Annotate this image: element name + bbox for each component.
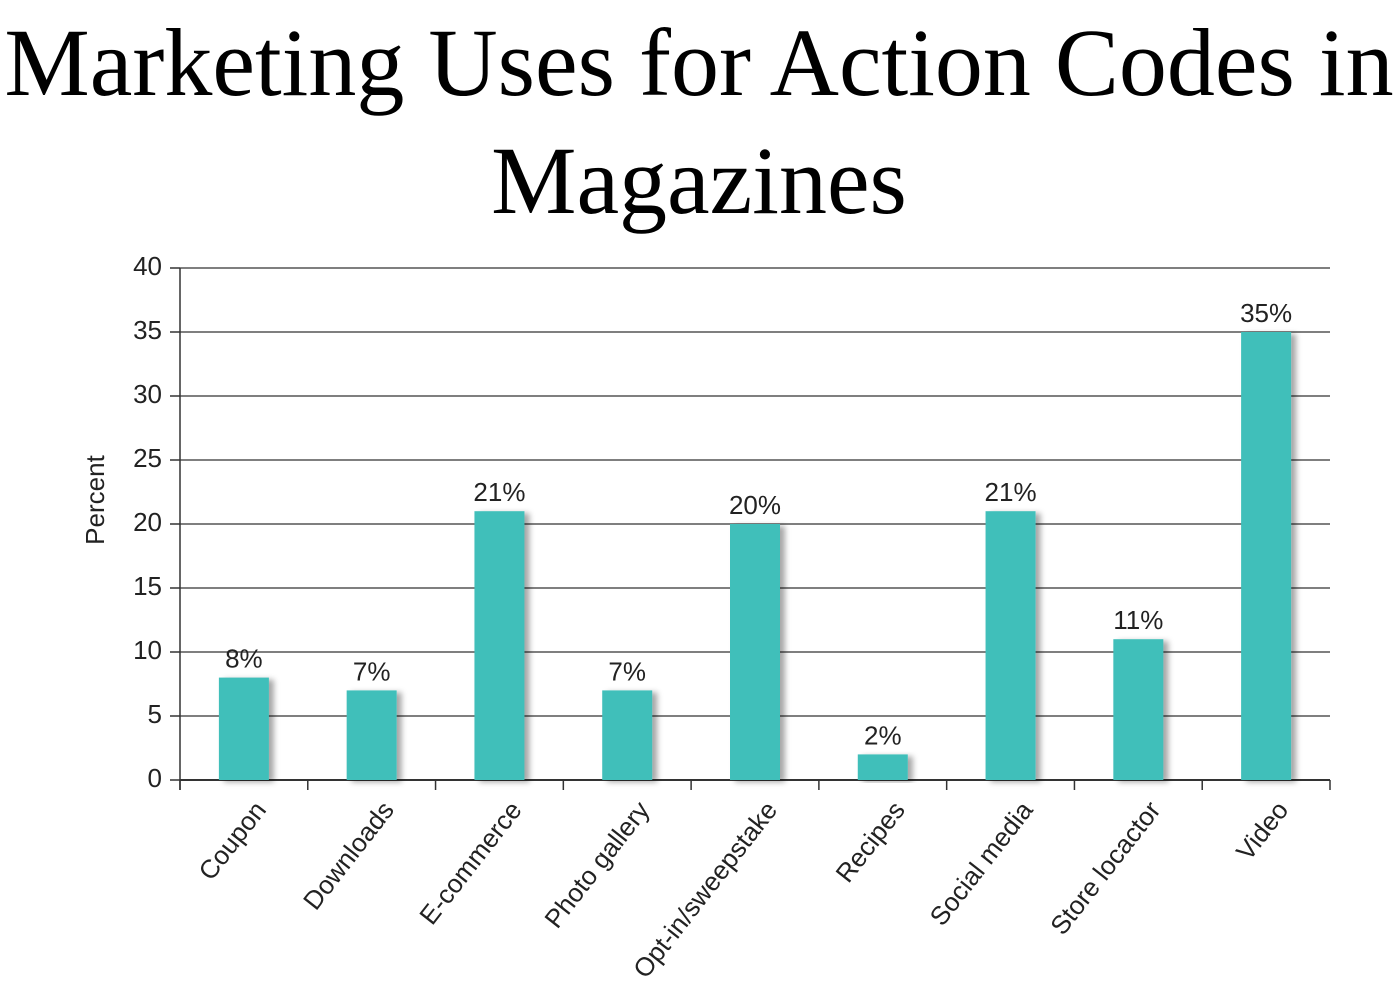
value-label: 20% [729, 490, 781, 520]
bar [474, 511, 525, 780]
bar [857, 754, 908, 780]
value-label: 21% [985, 477, 1037, 507]
bar [602, 690, 653, 780]
y-tick-label: 30 [133, 379, 162, 409]
value-label: 35% [1240, 298, 1292, 328]
y-tick-label: 35 [133, 315, 162, 345]
y-tick-label: 40 [133, 251, 162, 281]
value-label: 7% [608, 656, 646, 686]
bar [218, 677, 269, 780]
x-tick-label: Opt-in/sweepstake [627, 795, 783, 983]
value-label: 21% [473, 477, 525, 507]
x-tick-label: Recipes [829, 795, 910, 887]
chart-title: Marketing Uses for Action Codes in Magaz… [4, 9, 1394, 234]
x-tick-label: Photo gallery [538, 795, 655, 933]
bar [730, 524, 780, 780]
x-tick-label: Coupon [192, 795, 272, 885]
bar [1113, 639, 1164, 780]
x-tick-label: E-commerce [413, 795, 527, 930]
y-tick-label: 20 [133, 507, 162, 537]
value-label: 2% [864, 720, 902, 750]
x-tick-label: Store locactor [1044, 795, 1167, 940]
y-tick-label: 5 [148, 699, 162, 729]
x-tick-label: Downloads [297, 795, 400, 915]
value-label: 7% [353, 656, 391, 686]
value-label: 8% [225, 643, 263, 673]
bar [985, 511, 1036, 780]
y-tick-label: 0 [148, 763, 162, 793]
x-tick-label: Video [1230, 795, 1294, 866]
y-tick-label: 25 [133, 443, 162, 473]
bar [346, 690, 397, 780]
x-tick-label: Social media [923, 795, 1039, 931]
y-tick-label: 10 [133, 635, 162, 665]
y-tick-label: 15 [133, 571, 162, 601]
y-axis-label: Percent [80, 454, 110, 544]
value-label: 11% [1113, 605, 1163, 635]
bar [1241, 332, 1292, 780]
